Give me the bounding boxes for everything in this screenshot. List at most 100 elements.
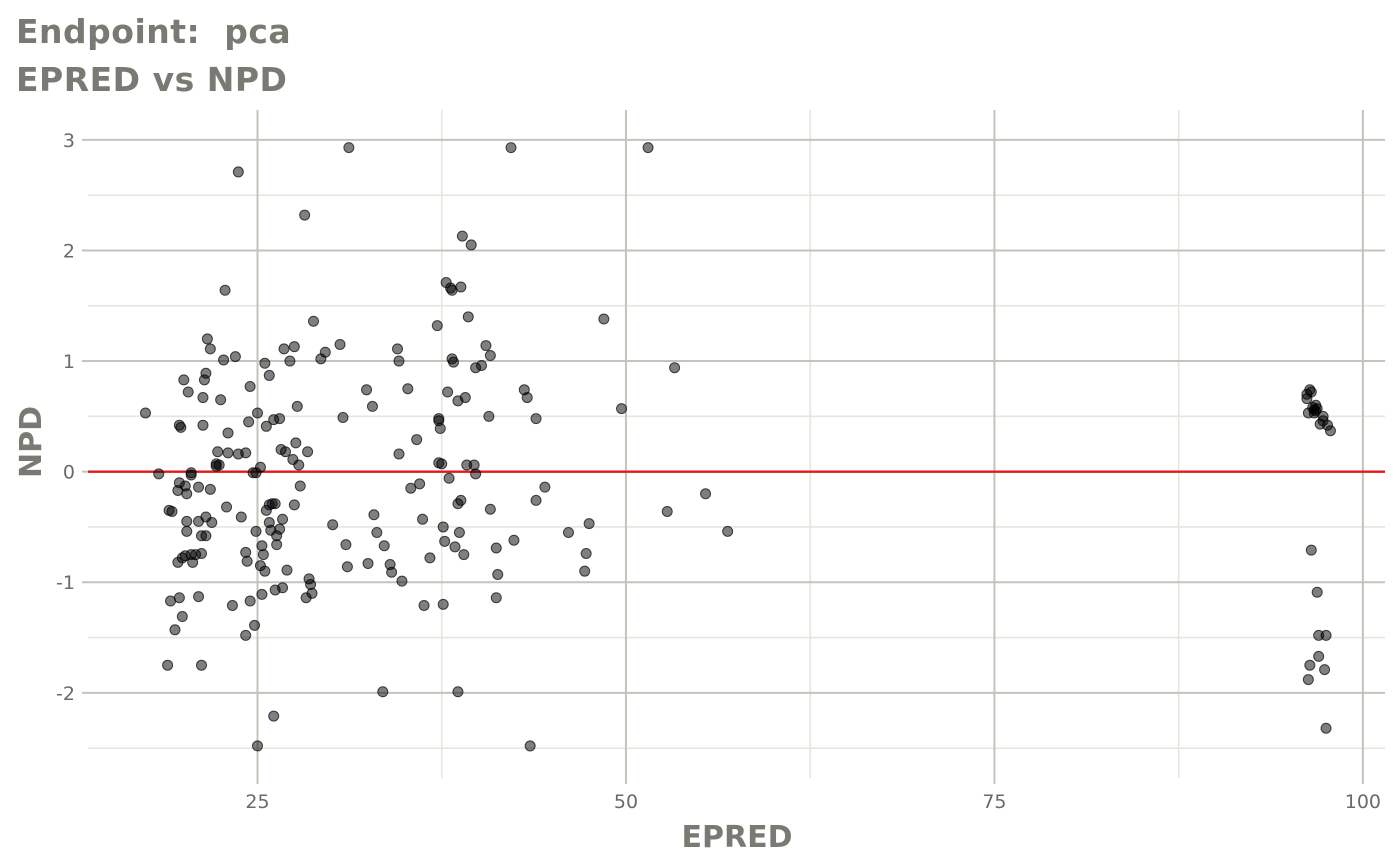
- data-point: [204, 483, 216, 495]
- data-point: [235, 511, 247, 523]
- data-point: [377, 686, 389, 698]
- data-point: [1305, 544, 1317, 556]
- data-point: [279, 446, 291, 458]
- data-point: [368, 509, 380, 521]
- data-point: [393, 355, 405, 367]
- data-points: [139, 142, 1336, 752]
- data-point: [642, 142, 654, 154]
- data-point: [173, 592, 185, 604]
- data-point: [334, 338, 346, 350]
- data-point: [483, 410, 495, 422]
- data-point: [162, 659, 174, 671]
- data-point: [240, 629, 252, 641]
- data-point: [508, 534, 520, 546]
- data-point: [288, 341, 300, 353]
- data-point: [215, 394, 227, 406]
- data-point: [277, 513, 289, 525]
- data-point: [259, 565, 271, 577]
- data-point: [437, 598, 449, 610]
- data-point: [319, 346, 331, 358]
- data-point: [240, 447, 252, 459]
- data-point: [181, 488, 193, 500]
- data-point: [1311, 403, 1323, 415]
- data-point: [206, 517, 218, 529]
- data-point: [418, 599, 430, 611]
- data-point: [562, 526, 574, 538]
- data-point: [212, 446, 224, 458]
- data-point: [343, 142, 355, 154]
- data-point: [453, 526, 465, 538]
- data-point: [169, 624, 181, 636]
- data-point: [166, 505, 178, 517]
- data-point: [393, 448, 405, 460]
- data-point: [439, 535, 451, 547]
- data-point: [362, 557, 374, 569]
- data-point: [308, 315, 320, 327]
- data-point: [302, 446, 314, 458]
- data-point: [251, 407, 263, 419]
- data-point: [366, 400, 378, 412]
- data-point: [284, 355, 296, 367]
- y-tick-label: -2: [56, 683, 75, 705]
- data-point: [378, 540, 390, 552]
- data-point: [616, 403, 628, 415]
- data-point: [1304, 659, 1316, 671]
- data-point: [226, 599, 238, 611]
- data-point: [437, 521, 449, 533]
- data-point: [195, 659, 207, 671]
- data-point: [583, 518, 595, 530]
- data-point: [257, 549, 269, 561]
- data-point: [455, 494, 467, 506]
- data-point: [371, 526, 383, 538]
- data-point: [182, 386, 194, 398]
- data-point: [254, 461, 266, 473]
- data-point: [455, 281, 467, 293]
- data-point: [484, 350, 496, 362]
- data-point: [434, 423, 446, 435]
- data-point: [193, 591, 205, 603]
- data-point: [244, 595, 256, 607]
- data-point: [139, 407, 151, 419]
- data-point: [598, 313, 610, 325]
- data-point: [470, 468, 482, 480]
- data-point: [1302, 674, 1314, 686]
- data-point: [176, 611, 188, 623]
- y-axis-title: NPD: [14, 406, 49, 478]
- data-point: [281, 564, 293, 576]
- data-point: [402, 383, 414, 395]
- data-point: [232, 166, 244, 178]
- data-point: [700, 488, 712, 500]
- data-point: [274, 523, 286, 535]
- data-point: [492, 569, 504, 581]
- data-point: [580, 547, 592, 559]
- data-point: [175, 421, 187, 433]
- data-point: [661, 505, 673, 517]
- data-point: [293, 459, 305, 471]
- data-point: [200, 530, 212, 542]
- data-point: [241, 555, 253, 567]
- x-axis-title: EPRED: [682, 820, 793, 855]
- data-point: [181, 515, 193, 527]
- major-gridlines: [88, 110, 1385, 778]
- data-point: [193, 481, 205, 493]
- data-point: [456, 230, 468, 242]
- data-point: [405, 482, 417, 494]
- data-point: [221, 501, 233, 513]
- data-point: [271, 539, 283, 551]
- data-point: [449, 541, 461, 553]
- y-tick-label: 2: [63, 240, 75, 262]
- chart-title: Endpoint: pca: [16, 12, 292, 51]
- minor-gridlines: [88, 110, 1385, 778]
- data-point: [294, 480, 306, 492]
- data-point: [299, 209, 311, 221]
- data-point: [1320, 629, 1332, 641]
- data-point: [197, 392, 209, 404]
- data-point: [200, 367, 212, 379]
- data-point: [268, 710, 280, 722]
- data-point: [250, 525, 262, 537]
- data-point: [462, 311, 474, 323]
- data-point: [204, 343, 216, 355]
- data-point: [278, 343, 290, 355]
- data-point: [361, 384, 373, 396]
